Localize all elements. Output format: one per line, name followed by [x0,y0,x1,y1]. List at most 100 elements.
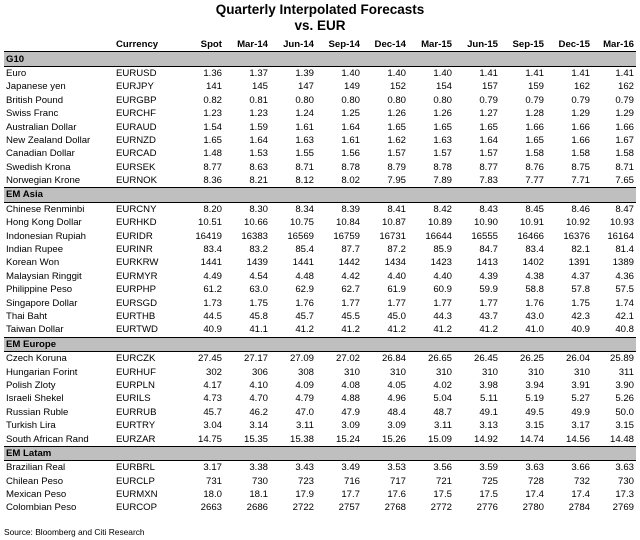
value-cell: 731 [205,475,222,487]
value-cell: 4.36 [615,270,634,282]
value-cell: 1391 [568,257,590,269]
section-title: EM Europe [4,336,636,352]
table-row: British Pound EURGBP 0.82 0.81 0.80 0.80 0.80 0… [4,94,636,107]
value-cell: 1.73 [203,297,222,309]
value-cell: 10.92 [565,217,590,229]
value-cell: 1.40 [387,67,406,79]
value-cell: 4.10 [249,379,268,391]
value-cell: 45.0 [387,311,406,322]
value-cell: 1423 [430,257,452,269]
currency-name-cell: Russian Ruble [6,406,69,418]
value-cell: 15.35 [243,433,268,445]
page-subtitle: vs. EUR [294,18,346,33]
value-cell: 1.65 [203,134,222,146]
value-cell: 162 [573,81,590,93]
value-cell: 4.17 [203,379,222,391]
value-cell: 14.56 [565,433,590,445]
value-cell: 3.15 [615,420,634,432]
value-cell: 15.38 [289,433,314,445]
value-cell: 1.77 [341,297,360,309]
value-cell: 7.77 [525,175,544,187]
value-cell: 8.02 [341,175,360,187]
currency-name-cell: Hungarian Forint [6,366,78,378]
value-cell: 4.42 [341,270,360,282]
value-cell: 311 [618,366,634,378]
value-cell: 1.77 [479,297,498,309]
value-cell: 1.77 [387,297,406,309]
value-cell: 17.3 [615,489,634,501]
table-row: Swedish Krona EURSEK 8.77 8.63 8.71 8.78 8.79 8… [4,161,636,174]
value-cell: 1.67 [615,134,634,146]
value-cell: 41.2 [387,324,406,336]
currency-name-cell: Singapore Dollar [6,297,78,309]
value-cell: 57.5 [615,284,634,296]
value-cell: 59.9 [479,284,498,296]
table-row: Swiss Franc EURCHF 1.23 1.23 1.24 1.25 1.26 1.2… [4,107,636,120]
table-row: Chinese Renminbi EURCNY 8.20 8.30 8.34 8.39 8.… [4,202,636,216]
value-cell: 5.11 [480,393,498,405]
value-cell: 62.9 [295,284,314,296]
table-row: Brazilian Real EURBRL 3.17 3.38 3.43 3.49 3.53… [4,461,636,475]
value-cell: 7.65 [615,175,634,187]
value-cell: 17.4 [525,489,544,501]
section-header-row: EM Europe [4,336,636,352]
value-cell: 44.5 [203,311,222,322]
currency-code-cell: EURNZD [116,134,156,146]
value-cell: 310 [573,366,590,378]
currency-name-cell: Korean Won [6,257,60,269]
table-row: Malaysian Ringgit EURMYR 4.49 4.54 4.48 4.42 4… [4,270,636,283]
table-row: Indian Rupee EURINR 83.4 83.2 85.4 87.7 87.2 85… [4,243,636,256]
currency-code-cell: EURCNY [116,203,157,215]
currency-code-cell: EURTHB [116,311,156,322]
value-cell: 0.81 [249,94,268,106]
value-cell: 1.54 [203,121,222,133]
value-cell: 1.41 [479,67,498,79]
value-cell: 17.6 [387,489,406,501]
value-cell: 1389 [612,257,634,269]
value-cell: 717 [389,475,406,487]
value-cell: 145 [251,81,268,93]
value-cell: 26.45 [473,353,498,365]
currency-code-cell: EURCAD [116,148,157,160]
value-cell: 8.12 [295,175,314,187]
value-cell: 10.87 [381,217,406,229]
value-cell: 4.88 [341,393,360,405]
value-cell: 1.37 [249,67,268,79]
value-cell: 43.7 [479,311,498,322]
table-row: Japanese yen EURJPY 141 145 147 149 152 154 157 1… [4,80,636,93]
currency-code-cell: EURGBP [116,94,157,106]
column-header: Sep-15 [500,38,546,53]
value-cell: 310 [435,366,452,378]
value-cell: 58.8 [525,284,544,296]
currency-name-cell: Colombian Peso [6,502,77,514]
value-cell: 1441 [292,257,314,269]
section-header-row: EM Asia [4,187,636,203]
column-header: Dec-14 [362,38,408,53]
value-cell: 732 [573,475,590,487]
value-cell: 4.02 [433,379,452,391]
value-cell: 8.71 [295,161,314,173]
table-row: Canadian Dollar EURCAD 1.48 1.53 1.55 1.56 1.5… [4,147,636,160]
value-cell: 14.75 [197,433,222,445]
value-cell: 16466 [517,230,544,242]
value-cell: 159 [527,81,544,93]
value-cell: 8.30 [249,203,268,215]
value-cell: 1442 [338,257,360,269]
value-cell: 310 [343,366,360,378]
value-cell: 60.9 [433,284,452,296]
currency-code-cell: EURSGD [116,297,158,309]
currency-name-cell: Israeli Shekel [6,393,64,405]
section-header-row: G10 [4,51,636,67]
table-header-row: Currency Spot Mar-14 Jun-14 Sep-14 Dec-14 Mar-… [4,38,636,53]
table-row: Indonesian Rupiah EURIDR 16419 16383 16569 16… [4,229,636,242]
value-cell: 3.04 [203,420,222,432]
value-cell: 3.43 [295,462,314,474]
value-cell: 1.59 [249,121,268,133]
value-cell: 1.27 [479,108,498,120]
value-cell: 8.45 [525,203,544,215]
value-cell: 0.80 [433,94,452,106]
value-cell: 50.0 [615,406,634,418]
value-cell: 10.90 [473,217,498,229]
currency-name-cell: Chilean Peso [6,475,64,487]
value-cell: 7.83 [479,175,498,187]
